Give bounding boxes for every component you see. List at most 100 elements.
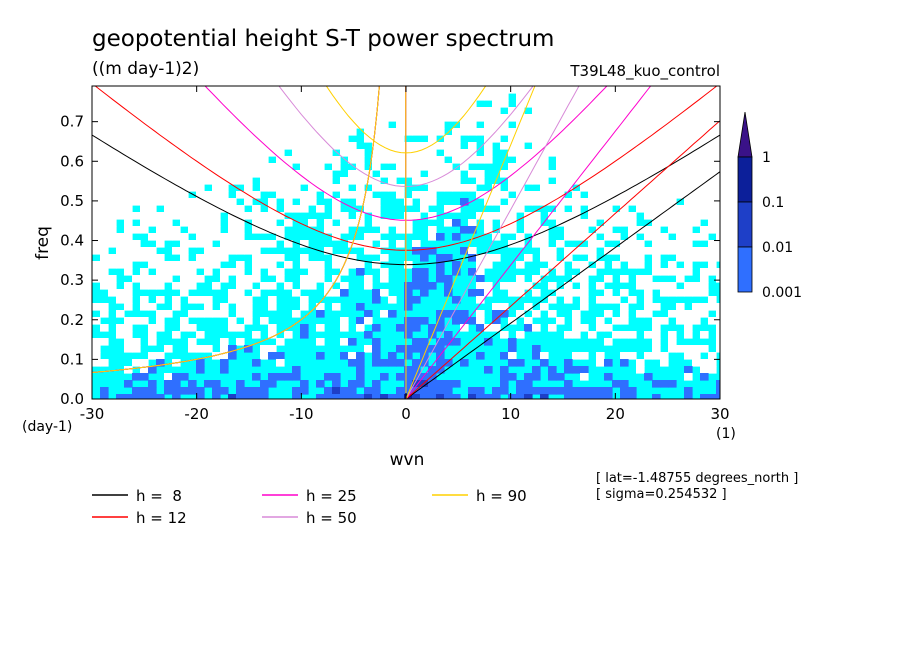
- spectrum-cell: [124, 366, 133, 374]
- spectrum-cell: [396, 324, 405, 332]
- spectrum-cell: [140, 93, 149, 101]
- spectrum-cell: [436, 86, 445, 94]
- spectrum-cell: [108, 107, 117, 115]
- spectrum-cell: [564, 219, 573, 227]
- spectrum-cell: [204, 163, 213, 171]
- spectrum-cell: [684, 114, 693, 122]
- spectrum-cell: [436, 268, 445, 276]
- spectrum-cell: [652, 282, 661, 290]
- spectrum-cell: [532, 233, 541, 241]
- spectrum-cell: [404, 163, 413, 171]
- spectrum-cell: [652, 205, 661, 213]
- spectrum-cell: [580, 135, 589, 143]
- spectrum-cell: [572, 149, 581, 157]
- spectrum-cell: [140, 121, 149, 129]
- spectrum-cell: [532, 163, 541, 171]
- spectrum-cell: [692, 135, 701, 143]
- spectrum-cell: [100, 219, 109, 227]
- spectrum-cell: [444, 149, 453, 157]
- spectrum-cell: [116, 254, 125, 262]
- spectrum-cell: [420, 149, 429, 157]
- spectrum-cell: [308, 114, 317, 122]
- spectrum-cell: [676, 289, 685, 297]
- spectrum-cell: [156, 128, 165, 136]
- spectrum-cell: [356, 317, 365, 325]
- spectrum-cell: [364, 100, 373, 108]
- spectrum-cell: [172, 331, 181, 339]
- spectrum-cell: [228, 317, 237, 325]
- spectrum-cell: [116, 184, 125, 192]
- spectrum-cell: [404, 198, 413, 206]
- spectrum-cell: [540, 240, 549, 248]
- spectrum-cell: [324, 219, 333, 227]
- spectrum-cell: [500, 310, 509, 318]
- spectrum-cell: [676, 170, 685, 178]
- spectrum-cell: [484, 107, 493, 115]
- spectrum-cell: [444, 387, 453, 395]
- spectrum-cell: [204, 107, 213, 115]
- spectrum-cell: [260, 114, 269, 122]
- spectrum-cell: [220, 177, 229, 185]
- spectrum-cell: [564, 254, 573, 262]
- spectrum-cell: [700, 142, 709, 150]
- spectrum-cell: [364, 387, 373, 395]
- spectrum-cell: [524, 149, 533, 157]
- spectrum-cell: [412, 93, 421, 101]
- spectrum-cell: [532, 93, 541, 101]
- spectrum-cell: [572, 275, 581, 283]
- spectrum-cell: [396, 107, 405, 115]
- spectrum-cell: [116, 233, 125, 241]
- spectrum-cell: [444, 170, 453, 178]
- spectrum-cell: [684, 219, 693, 227]
- spectrum-cell: [676, 107, 685, 115]
- spectrum-cell: [276, 121, 285, 129]
- spectrum-cell: [532, 387, 541, 395]
- spectrum-cell: [396, 240, 405, 248]
- spectrum-cell: [644, 310, 653, 318]
- spectrum-cell: [180, 121, 189, 129]
- spectrum-cell: [292, 387, 301, 395]
- spectrum-cell: [140, 275, 149, 283]
- spectrum-cell: [388, 142, 397, 150]
- spectrum-cell: [188, 226, 197, 234]
- spectrum-cell: [620, 198, 629, 206]
- spectrum-cell: [444, 93, 453, 101]
- spectrum-cell: [196, 394, 205, 399]
- spectrum-cell: [292, 86, 301, 94]
- spectrum-cell: [212, 205, 221, 213]
- spectrum-cell: [564, 289, 573, 297]
- spectrum-cell: [180, 268, 189, 276]
- spectrum-cell: [236, 114, 245, 122]
- spectrum-cell: [396, 100, 405, 108]
- spectrum-cell: [428, 156, 437, 164]
- spectrum-cell: [620, 156, 629, 164]
- spectrum-cell: [116, 142, 125, 150]
- spectrum-cell: [268, 296, 277, 304]
- spectrum-cell: [444, 114, 453, 122]
- spectrum-cell: [652, 261, 661, 269]
- spectrum-cell: [652, 86, 661, 94]
- spectrum-cell: [676, 303, 685, 311]
- spectrum-cell: [380, 114, 389, 122]
- spectrum-cell: [500, 219, 509, 227]
- spectrum-cell: [596, 121, 605, 129]
- spectrum-cell: [268, 177, 277, 185]
- spectrum-cell: [580, 226, 589, 234]
- spectrum-cell: [596, 114, 605, 122]
- spectrum-cell: [108, 121, 117, 129]
- spectrum-cell: [348, 170, 357, 178]
- spectrum-cell: [556, 149, 565, 157]
- spectrum-cell: [500, 142, 509, 150]
- spectrum-cell: [540, 114, 549, 122]
- spectrum-cell: [300, 198, 309, 206]
- spectrum-cell: [436, 338, 445, 346]
- spectrum-cell: [236, 100, 245, 108]
- spectrum-cell: [452, 170, 461, 178]
- colorbar-swatch: [737, 156, 753, 203]
- spectrum-cell: [244, 247, 253, 255]
- spectrum-cell: [196, 170, 205, 178]
- spectrum-cell: [316, 149, 325, 157]
- spectrum-cell: [644, 121, 653, 129]
- spectrum-cell: [260, 345, 269, 353]
- spectrum-cell: [196, 310, 205, 318]
